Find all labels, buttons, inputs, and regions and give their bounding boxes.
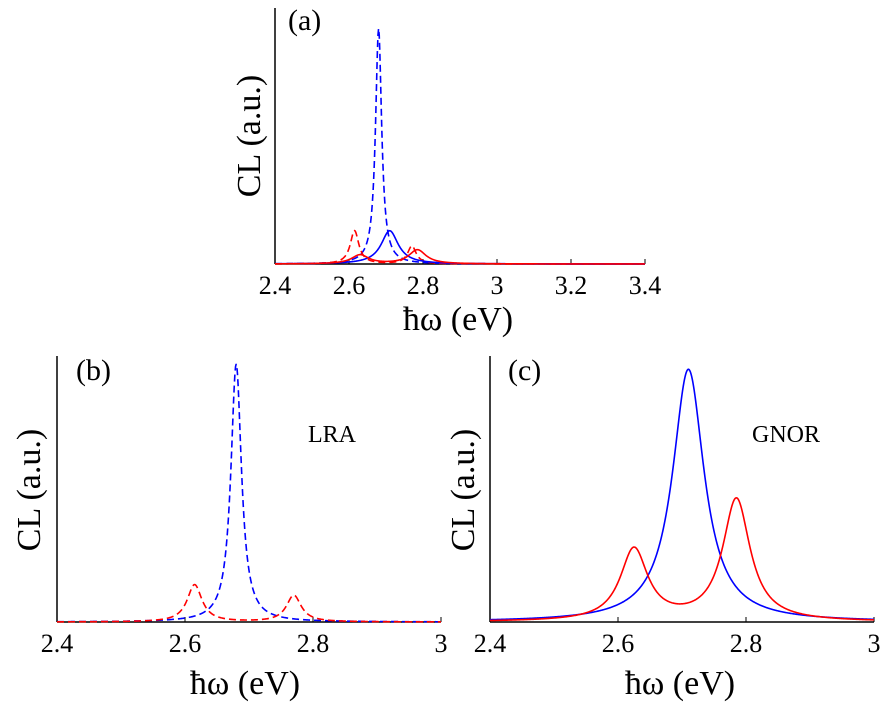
x-tick-label: 2.8 bbox=[297, 629, 330, 658]
series-line-dashed-red bbox=[57, 583, 441, 623]
x-axis-label: ħω (eV) bbox=[625, 665, 735, 702]
x-tick-label: 3.2 bbox=[555, 271, 588, 300]
panel-b: 2.4 2.6 2.8 3 (b) LRA CL (a.u.) ħω (eV) bbox=[11, 354, 448, 702]
x-tick-label: 3 bbox=[491, 271, 504, 300]
x-axis-label: ħω (eV) bbox=[403, 301, 513, 338]
x-tick-label: 2.8 bbox=[407, 271, 440, 300]
series-line-dashed-red bbox=[275, 229, 645, 265]
x-tick-label: 2.6 bbox=[169, 629, 202, 658]
x-tick-label: 3 bbox=[868, 629, 881, 658]
series-line-solid-blue bbox=[489, 368, 875, 621]
series-line-solid-red bbox=[274, 248, 645, 265]
series-line-dashed-blue bbox=[57, 363, 441, 623]
panel-a: 2.4 2.6 2.8 3 3.2 3.4 (a) CL (a.u.) ħω (eV) bbox=[231, 4, 661, 338]
series-line-solid-blue bbox=[275, 229, 645, 265]
x-tick-label: 2.6 bbox=[602, 629, 635, 658]
x-tick-label: 2.4 bbox=[41, 629, 74, 658]
model-annotation: LRA bbox=[308, 422, 357, 448]
x-tick-label: 2.6 bbox=[333, 271, 366, 300]
series-line-solid-red bbox=[489, 496, 875, 622]
x-axis-label: ħω (eV) bbox=[190, 665, 300, 702]
y-axis-label: CL (a.u.) bbox=[231, 75, 268, 197]
x-tick-label: 3.4 bbox=[629, 271, 662, 300]
panel-label: (b) bbox=[76, 354, 111, 387]
y-axis-label: CL (a.u.) bbox=[11, 429, 48, 551]
series-line-dashed-blue bbox=[275, 28, 645, 265]
x-tick-label: 2.8 bbox=[730, 629, 763, 658]
panel-label: (c) bbox=[508, 354, 541, 387]
x-tick-label: 3 bbox=[435, 629, 448, 658]
x-tick-label: 2.4 bbox=[474, 629, 507, 658]
x-tick-label: 2.4 bbox=[259, 271, 292, 300]
panel-label: (a) bbox=[288, 4, 321, 37]
model-annotation: GNOR bbox=[752, 422, 820, 448]
y-axis-label: CL (a.u.) bbox=[445, 429, 482, 551]
panel-c: 2.4 2.6 2.8 3 (c) GNOR CL (a.u.) ħω (eV) bbox=[445, 354, 881, 702]
